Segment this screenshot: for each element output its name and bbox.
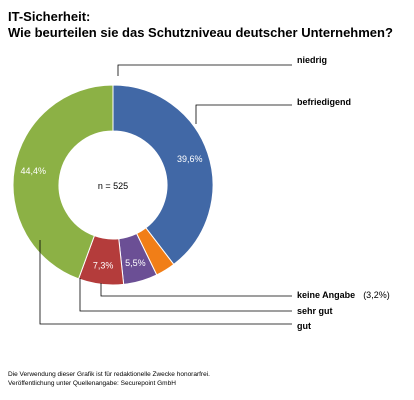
leader-line-befriedigend bbox=[195, 104, 292, 124]
value-label-niedrig: 44,4% bbox=[20, 166, 46, 176]
value-label-gut: 7,3% bbox=[93, 260, 114, 270]
category-label-sehr-gut: sehr gut bbox=[297, 306, 333, 316]
leader-line-niedrig bbox=[117, 64, 292, 76]
category-label-niedrig: niedrig bbox=[297, 55, 327, 65]
chart-subtitle: Wie beurteilen sie das Schutzniveau deut… bbox=[8, 25, 393, 40]
category-label-gut: gut bbox=[297, 321, 311, 331]
leader-line-gut bbox=[39, 240, 292, 325]
footer-line-1: Die Verwendung dieser Grafik ist für red… bbox=[8, 371, 210, 378]
value-label-sehr-gut: 5,5% bbox=[125, 258, 146, 268]
value-label-befriedigend: 39,6% bbox=[177, 154, 203, 164]
category-label-befriedigend: befriedigend bbox=[297, 97, 351, 107]
label-group: 39,6% 5,5% 7,3% 44,4% befriedigend keine Anga… bbox=[20, 55, 389, 331]
leader-line-sehr-gut bbox=[79, 278, 292, 312]
donut-hole bbox=[59, 131, 167, 239]
footer-line-2: Veröffentlichung unter Quellenangabe: Se… bbox=[8, 380, 176, 387]
footer: Die Verwendung dieser Grafik ist für red… bbox=[8, 370, 210, 388]
leader-line-keine-angabe bbox=[100, 283, 292, 297]
chart-title: IT-Sicherheit: bbox=[8, 9, 91, 24]
category-label-keine-angabe: keine Angabe (3,2%) bbox=[297, 290, 390, 300]
category-note-keine-angabe: (3,2%) bbox=[363, 290, 390, 300]
center-label: n = 525 bbox=[98, 181, 128, 191]
leader-lines bbox=[39, 64, 292, 325]
chart-title-block: IT-Sicherheit: Wie beurteilen sie das Sc… bbox=[8, 9, 393, 41]
